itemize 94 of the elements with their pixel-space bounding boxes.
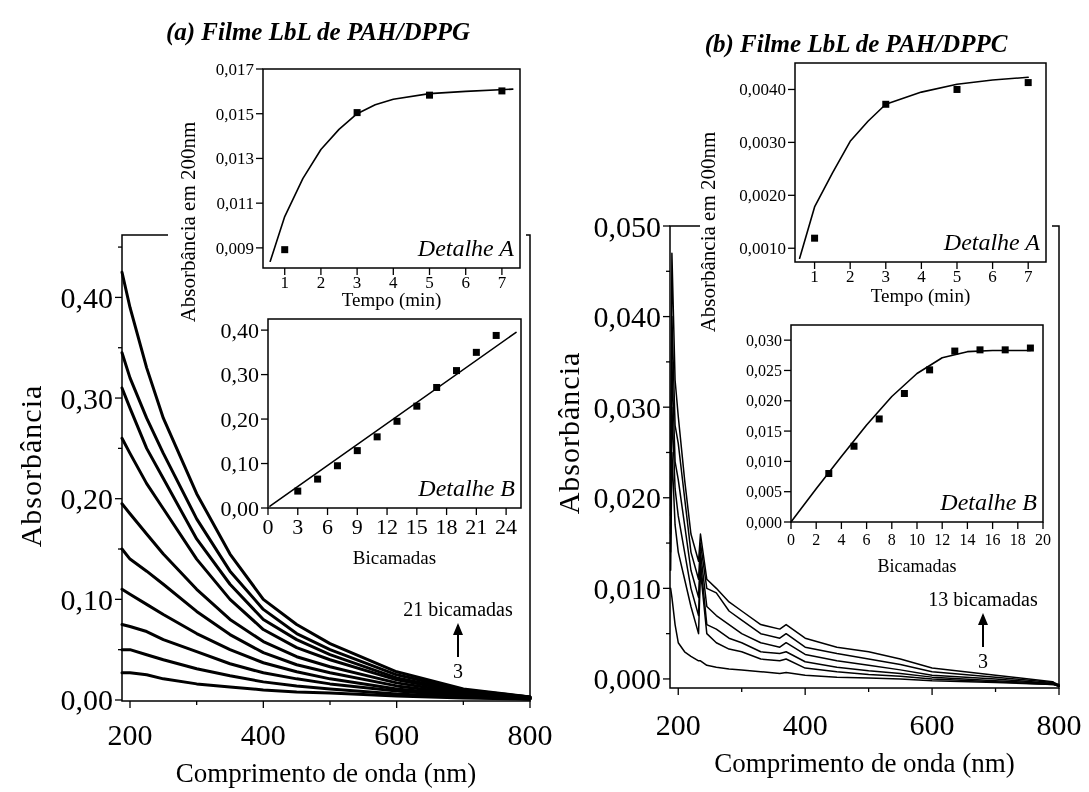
x-tick-label: 2 — [845, 267, 855, 286]
y-tick-label: 0,013 — [215, 149, 254, 169]
x-tick-label: 0 — [787, 531, 795, 548]
x-tick-label: 6 — [461, 273, 470, 292]
y-tick-label: 0,40 — [60, 280, 113, 314]
x-axis-title: Comprimento de onda (nm) — [175, 758, 477, 788]
x-tick-label: 400 — [782, 708, 828, 741]
y-tick-label: 0,015 — [746, 422, 782, 440]
y-tick-label: 0,30 — [60, 381, 113, 415]
x-tick-label: 14 — [959, 531, 976, 548]
y-axis-title: Absorbância em 200nm — [176, 121, 201, 323]
annotation: Detalhe A — [942, 229, 1041, 255]
y-tick-label: 0,10 — [60, 582, 113, 616]
x-tick-label: 2 — [812, 531, 821, 548]
y-tick-label: 0,0030 — [739, 133, 786, 153]
x-tick-label: 400 — [240, 718, 286, 751]
y-tick-label: 0,20 — [60, 482, 113, 516]
x-tick-label: 7 — [497, 273, 507, 292]
annotation: 3 — [453, 660, 463, 682]
x-axis-title: Tempo (min) — [341, 289, 442, 311]
y-tick-label: 0,000 — [593, 662, 661, 696]
y-tick-label: 0,000 — [746, 513, 782, 531]
x-tick-label: 5 — [952, 267, 962, 286]
y-tick-label: 0,00 — [60, 683, 113, 717]
x-tick-label: 1 — [280, 273, 289, 292]
y-tick-label: 0,00 — [220, 495, 259, 521]
y-tick-label: 0,009 — [215, 238, 254, 258]
x-tick-label: 18 — [435, 514, 458, 539]
x-tick-label: 6 — [322, 514, 334, 539]
y-axis-title: Absorbância — [551, 351, 585, 515]
y-tick-label: 0,050 — [593, 209, 661, 243]
x-tick-label: 0 — [262, 514, 274, 539]
x-tick-label: 800 — [1036, 708, 1082, 741]
x-tick-label: 4 — [837, 531, 846, 548]
x-tick-label: 24 — [495, 514, 518, 539]
y-tick-label: 0,020 — [593, 481, 661, 515]
y-tick-label: 0,005 — [746, 483, 782, 501]
x-tick-label: 800 — [507, 718, 553, 751]
x-tick-label: 16 — [984, 531, 1001, 548]
x-tick-label: 12 — [376, 514, 399, 539]
x-tick-label: 200 — [655, 708, 701, 741]
y-tick-label: 0,010 — [746, 452, 782, 470]
y-tick-label: 0,010 — [593, 571, 661, 605]
x-tick-label: 4 — [917, 267, 927, 286]
x-tick-label: 8 — [887, 531, 896, 548]
y-tick-label: 0,025 — [746, 362, 782, 380]
y-tick-label: 0,20 — [220, 406, 259, 432]
annotation: 3 — [978, 650, 988, 672]
y-tick-label: 0,030 — [593, 390, 661, 424]
annotation: Detalhe B — [417, 475, 516, 501]
x-tick-label: 3 — [352, 273, 362, 292]
x-tick-label: 5 — [425, 273, 434, 292]
annotation: 21 bicamadas — [403, 598, 513, 620]
x-tick-label: 7 — [1023, 267, 1033, 286]
chart-title: (a) Filme LbL de PAH/DPPG — [165, 18, 471, 46]
x-tick-label: 600 — [909, 708, 955, 741]
annotation: 13 bicamadas — [928, 588, 1038, 610]
x-tick-label: 4 — [389, 273, 399, 292]
x-tick-label: 3 — [881, 267, 891, 286]
y-tick-label: 0,030 — [746, 331, 782, 349]
annotation: Detalhe A — [416, 235, 515, 261]
y-tick-label: 0,0040 — [739, 80, 786, 100]
x-axis-title: Tempo (min) — [870, 285, 971, 307]
x-tick-label: 6 — [862, 531, 871, 548]
y-tick-label: 0,015 — [215, 104, 254, 124]
y-axis-title: Absorbância — [13, 384, 47, 548]
x-tick-label: 20 — [1035, 531, 1051, 548]
y-tick-label: 0,020 — [746, 392, 782, 410]
chart-title: (b) Filme LbL de PAH/DPPC — [704, 30, 1008, 58]
x-tick-label: 12 — [934, 531, 951, 548]
x-tick-label: 21 — [465, 514, 488, 539]
x-tick-label: 200 — [107, 718, 153, 751]
y-tick-label: 0,30 — [220, 362, 259, 388]
y-axis-title: Absorbância em 200nm — [696, 131, 721, 333]
y-tick-label: 0,40 — [220, 317, 259, 343]
x-tick-label: 2 — [316, 273, 326, 292]
y-tick-label: 0,0010 — [739, 239, 786, 259]
x-axis-title: Comprimento de onda (nm) — [714, 748, 1015, 778]
x-axis-title: Bicamadas — [352, 547, 437, 568]
y-tick-label: 0,10 — [220, 451, 259, 477]
x-tick-label: 9 — [351, 514, 363, 539]
annotation: Detalhe B — [939, 489, 1038, 515]
y-tick-label: 0,040 — [593, 300, 661, 334]
x-tick-label: 6 — [988, 267, 997, 286]
y-tick-label: 0,017 — [215, 59, 255, 79]
x-tick-label: 15 — [405, 514, 428, 539]
y-tick-label: 0,0020 — [739, 186, 786, 206]
x-tick-label: 10 — [909, 531, 925, 548]
x-axis-title: Bicamadas — [877, 556, 957, 576]
x-tick-label: 18 — [1009, 531, 1026, 548]
x-tick-label: 600 — [374, 718, 420, 751]
x-tick-label: 1 — [810, 267, 819, 286]
x-tick-label: 3 — [292, 514, 304, 539]
y-tick-label: 0,011 — [216, 194, 254, 214]
